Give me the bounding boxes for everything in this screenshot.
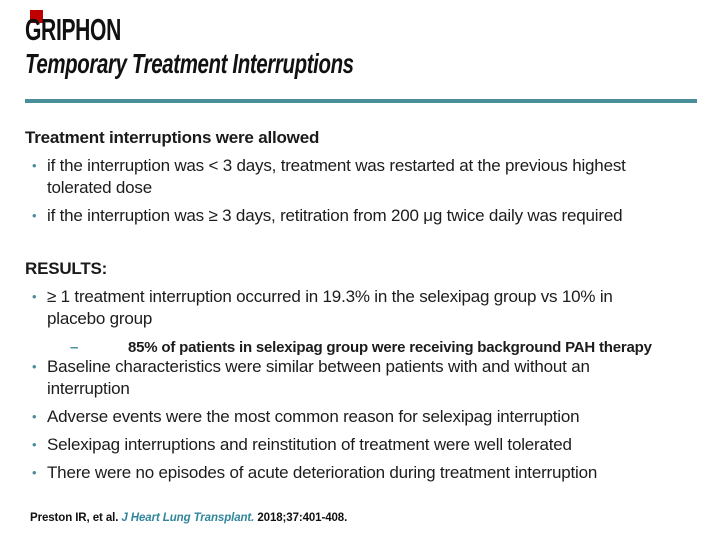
section-treatment-interruptions: Treatment interruptions were allowed • i… (25, 127, 645, 227)
intro-bullet-2: if the interruption was ≥ 3 days, retitr… (47, 206, 623, 225)
findings-bullet-2: Adverse events were the most common reas… (47, 407, 580, 426)
list-item: • if the interruption was < 3 days, trea… (25, 155, 645, 199)
intro-heading: Treatment interruptions were allowed (25, 128, 320, 147)
bullet-icon: • (32, 409, 37, 424)
bullet-icon: • (32, 437, 37, 452)
slide-title: GRIPHON (25, 12, 122, 47)
citation: Preston IR, et al. J Heart Lung Transpla… (30, 511, 690, 526)
slide-subtitle: Temporary Treatment Interruptions (25, 48, 354, 79)
list-item: • ≥ 1 treatment interruption occurred in… (25, 286, 660, 330)
list-item: • Selexipag interruptions and reinstitut… (25, 434, 670, 456)
citation-journal: J Heart Lung Transplant. (121, 512, 258, 524)
bullet-icon: • (32, 465, 37, 480)
citation-reference: 2018;37:401-408. (257, 512, 348, 524)
dash-bullet-icon: – (70, 339, 79, 356)
section-results: RESULTS: • ≥ 1 treatment interruption oc… (25, 258, 660, 358)
list-item: • Adverse events were the most common re… (25, 406, 670, 428)
list-item: • if the interruption was ≥ 3 days, reti… (25, 205, 645, 227)
sub-list-item: – 85% of patients in selexipag group wer… (70, 338, 660, 358)
findings-bullet-3: Selexipag interruptions and reinstitutio… (47, 435, 572, 454)
findings-bullet-1: Baseline characteristics were similar be… (47, 357, 590, 398)
list-item: • There were no episodes of acute deteri… (25, 462, 670, 484)
citation-authors: Preston IR, et al. (30, 512, 122, 524)
bullet-icon: • (32, 158, 37, 173)
results-heading: RESULTS: (25, 259, 108, 278)
bullet-icon: • (32, 359, 37, 374)
red-square-marker (30, 10, 43, 23)
slide-header: GRIPHON Temporary Treatment Interruption… (25, 14, 705, 80)
intro-bullet-1: if the interruption was < 3 days, treatm… (47, 156, 626, 197)
bullet-icon: • (32, 208, 37, 223)
results-subbullet: 85% of patients in selexipag group were … (128, 339, 652, 356)
list-item: • Baseline characteristics were similar … (25, 356, 670, 400)
results-bullet: ≥ 1 treatment interruption occurred in 1… (47, 287, 613, 328)
findings-bullet-4: There were no episodes of acute deterior… (47, 463, 598, 482)
title-underline-rule (25, 99, 697, 103)
section-findings: • Baseline characteristics were similar … (25, 356, 670, 490)
bullet-icon: • (32, 289, 37, 304)
